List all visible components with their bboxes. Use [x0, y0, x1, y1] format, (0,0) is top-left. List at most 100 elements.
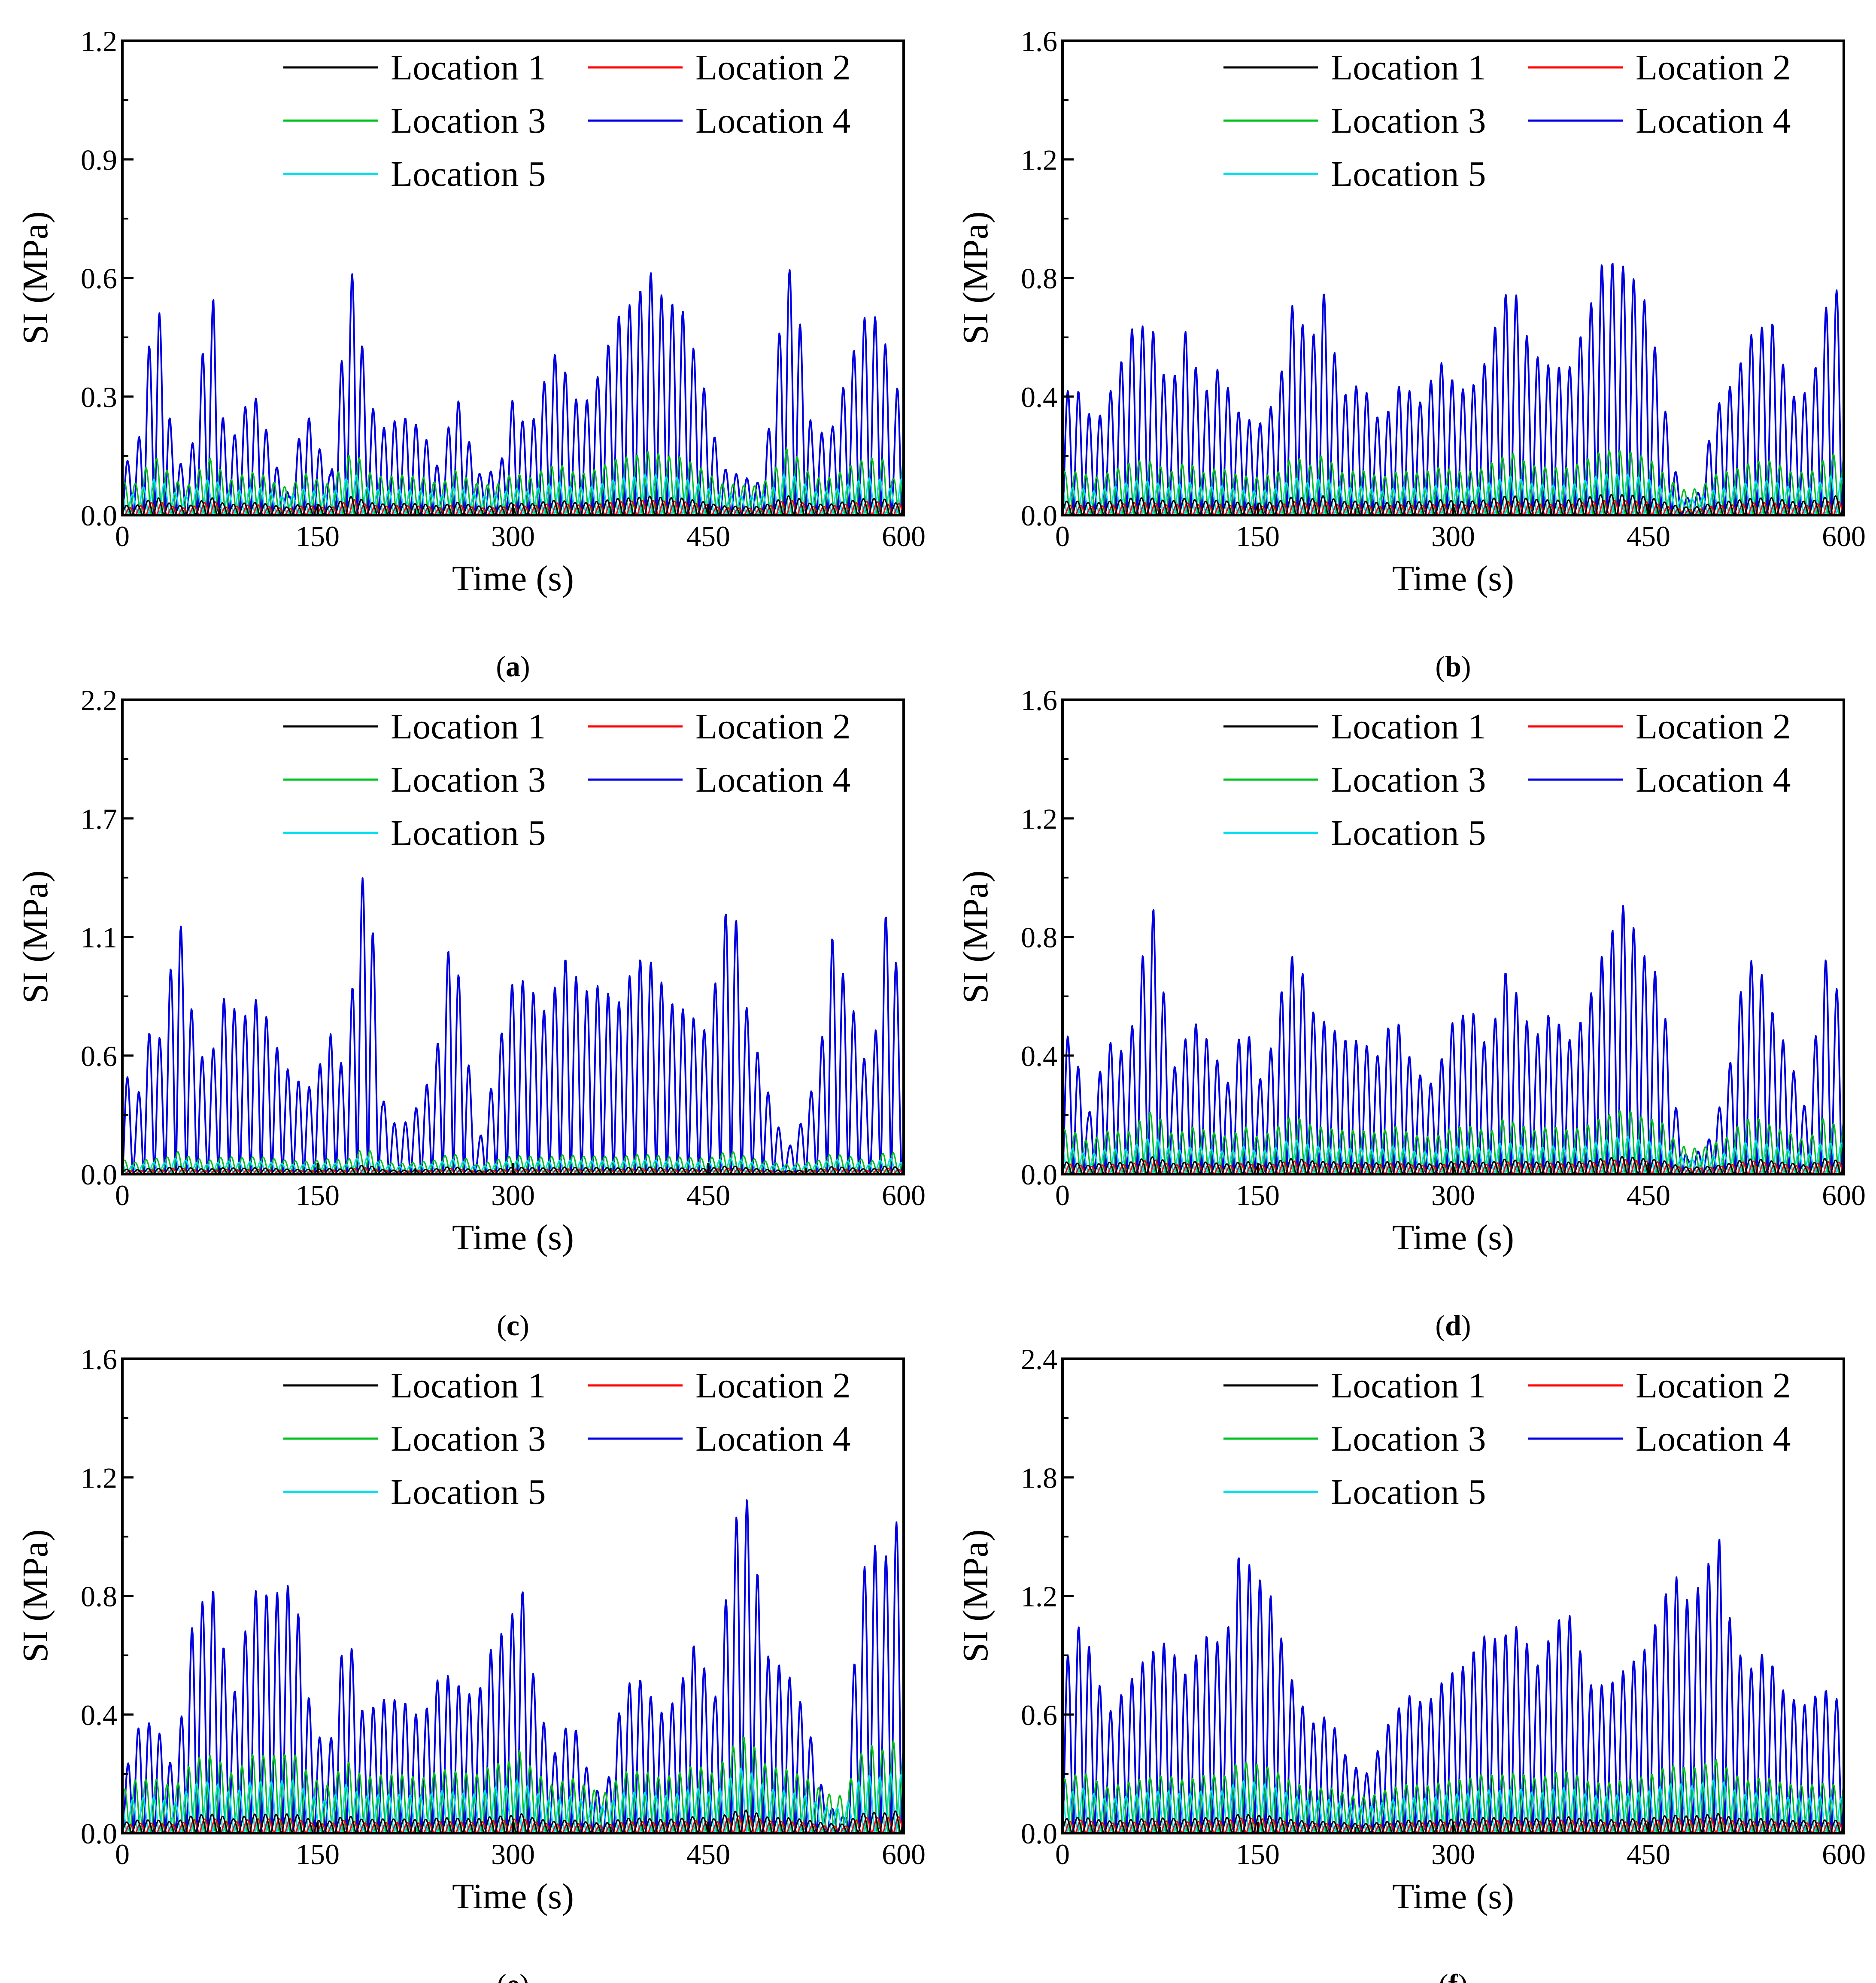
y-tick-label: 0.9 — [81, 143, 117, 176]
y-tick-label: 1.6 — [81, 1343, 117, 1376]
x-tick-label: 600 — [882, 520, 926, 553]
legend-label: Location 2 — [695, 1366, 851, 1406]
legend-label: Location 4 — [1636, 760, 1791, 800]
x-axis-label: Time (s) — [452, 1218, 574, 1257]
y-tick-label: 0.3 — [81, 381, 117, 413]
legend-label: Location 2 — [1636, 48, 1791, 88]
panel-caption: (d) — [1435, 1309, 1471, 1342]
panel-b: 0.0 0.4 0.8 1.2 1.6 0 150 300 450 600 Time (s) SI (… — [956, 25, 1866, 683]
legend: Location 1 Location 2 Location 3 Location 4… — [1223, 1366, 1791, 1512]
y-axis-label: SI (MPa) — [956, 211, 996, 344]
x-axis-label: Time (s) — [1392, 559, 1514, 598]
x-tick-label: 450 — [686, 1838, 730, 1871]
y-tick-label: 1.8 — [1021, 1461, 1057, 1494]
x-tick-label: 300 — [491, 1179, 535, 1212]
x-tick-label: 0 — [115, 1838, 130, 1871]
panel-f: 0.0 0.6 1.2 1.8 2.4 0 150 300 450 600 Time (s) SI (… — [956, 1343, 1866, 1983]
legend: Location 1 Location 2 Location 3 Location 4… — [1223, 707, 1791, 853]
x-tick-label: 300 — [1431, 1838, 1475, 1871]
y-tick-label: 0.8 — [81, 1580, 117, 1613]
legend-label: Location 5 — [1331, 813, 1486, 853]
y-tick-label: 0.0 — [81, 1158, 117, 1191]
series-group — [122, 877, 904, 1174]
y-tick-label: 1.2 — [1021, 1580, 1057, 1613]
x-tick-label: 450 — [686, 520, 730, 553]
y-tick-label: 0.0 — [1021, 1158, 1057, 1191]
legend-label: Location 2 — [695, 707, 851, 747]
x-axis-label: Time (s) — [1392, 1877, 1514, 1916]
y-tick-label: 1.6 — [1021, 684, 1057, 717]
legend-label: Location 4 — [695, 101, 851, 141]
legend-label: Location 1 — [391, 707, 546, 747]
y-tick-label: 0.4 — [1021, 1040, 1057, 1072]
legend: Location 1 Location 2 Location 3 Location 4… — [283, 1366, 851, 1512]
y-tick-label: 0.4 — [1021, 381, 1057, 413]
x-tick-label: 0 — [115, 520, 130, 553]
legend-label: Location 3 — [1331, 1419, 1486, 1459]
x-tick-label: 0 — [1055, 1179, 1070, 1212]
legend-label: Location 4 — [695, 760, 851, 800]
y-tick-label: 1.2 — [81, 25, 117, 58]
x-tick-label: 0 — [115, 1179, 130, 1212]
y-tick-label: 1.2 — [1021, 802, 1057, 835]
x-tick-label: 300 — [1431, 520, 1475, 553]
x-axis-label: Time (s) — [1392, 1218, 1514, 1257]
y-axis-label: SI (MPa) — [15, 870, 55, 1003]
x-tick-label: 300 — [1431, 1179, 1475, 1212]
panel-caption: (b) — [1435, 650, 1471, 683]
y-tick-label: 1.2 — [1021, 143, 1057, 176]
legend-label: Location 2 — [1636, 707, 1791, 747]
x-tick-label: 150 — [1236, 1838, 1280, 1871]
y-tick-label: 1.6 — [1021, 25, 1057, 58]
x-tick-label: 600 — [882, 1838, 926, 1871]
y-tick-label: 1.1 — [81, 921, 117, 954]
panel-caption: (c) — [497, 1309, 529, 1342]
y-tick-label: 0.8 — [1021, 921, 1057, 954]
x-tick-label: 150 — [1236, 520, 1280, 553]
x-tick-label: 150 — [296, 1179, 340, 1212]
panel-a: 0.0 0.3 0.6 0.9 1.2 0 150 300 450 600 Time (s) SI (… — [15, 25, 926, 683]
x-tick-label: 150 — [1236, 1179, 1280, 1212]
legend-label: Location 1 — [1331, 707, 1486, 747]
legend-label: Location 1 — [1331, 1366, 1486, 1406]
x-tick-label: 150 — [296, 1838, 340, 1871]
y-tick-label: 0.0 — [81, 499, 117, 532]
legend-label: Location 5 — [391, 1472, 546, 1512]
legend: Location 1 Location 2 Location 3 Location 4… — [283, 707, 851, 853]
y-tick-label: 0.6 — [1021, 1699, 1057, 1731]
legend-label: Location 4 — [1636, 1419, 1791, 1459]
x-tick-label: 450 — [1627, 520, 1670, 553]
legend-label: Location 5 — [1331, 1472, 1486, 1512]
legend-label: Location 4 — [1636, 101, 1791, 141]
y-tick-label: 0.0 — [1021, 1817, 1057, 1850]
x-tick-label: 600 — [1822, 1838, 1866, 1871]
series-location-4 — [1062, 1539, 1844, 1833]
legend-label: Location 5 — [391, 813, 546, 853]
x-tick-label: 600 — [1822, 520, 1866, 553]
legend-label: Location 3 — [1331, 760, 1486, 800]
series-location-4 — [1062, 905, 1844, 1174]
legend: Location 1 Location 2 Location 3 Location 4… — [283, 48, 851, 194]
x-axis-label: Time (s) — [452, 559, 574, 598]
series-location-1 — [122, 1809, 904, 1833]
y-axis-label: SI (MPa) — [15, 211, 55, 344]
y-tick-label: 1.7 — [81, 802, 117, 835]
series-group — [122, 1499, 904, 1833]
panel-caption-letter: e — [507, 1968, 519, 1983]
y-axis-label: SI (MPa) — [956, 1529, 996, 1662]
legend-label: Location 2 — [695, 48, 851, 88]
y-tick-label: 0.4 — [81, 1699, 117, 1731]
y-tick-label: 0.0 — [81, 1817, 117, 1850]
legend-label: Location 3 — [391, 1419, 546, 1459]
x-tick-label: 300 — [491, 1838, 535, 1871]
panel-caption: (f) — [1439, 1968, 1468, 1983]
series-location-4 — [122, 877, 904, 1174]
panel-caption-letter: c — [507, 1309, 519, 1342]
x-tick-label: 450 — [1627, 1838, 1670, 1871]
panel-caption-letter: d — [1445, 1309, 1461, 1342]
y-tick-label: 0.0 — [1021, 499, 1057, 532]
panel-caption: (a) — [496, 650, 530, 683]
legend-label: Location 4 — [695, 1419, 851, 1459]
legend-label: Location 1 — [391, 48, 546, 88]
